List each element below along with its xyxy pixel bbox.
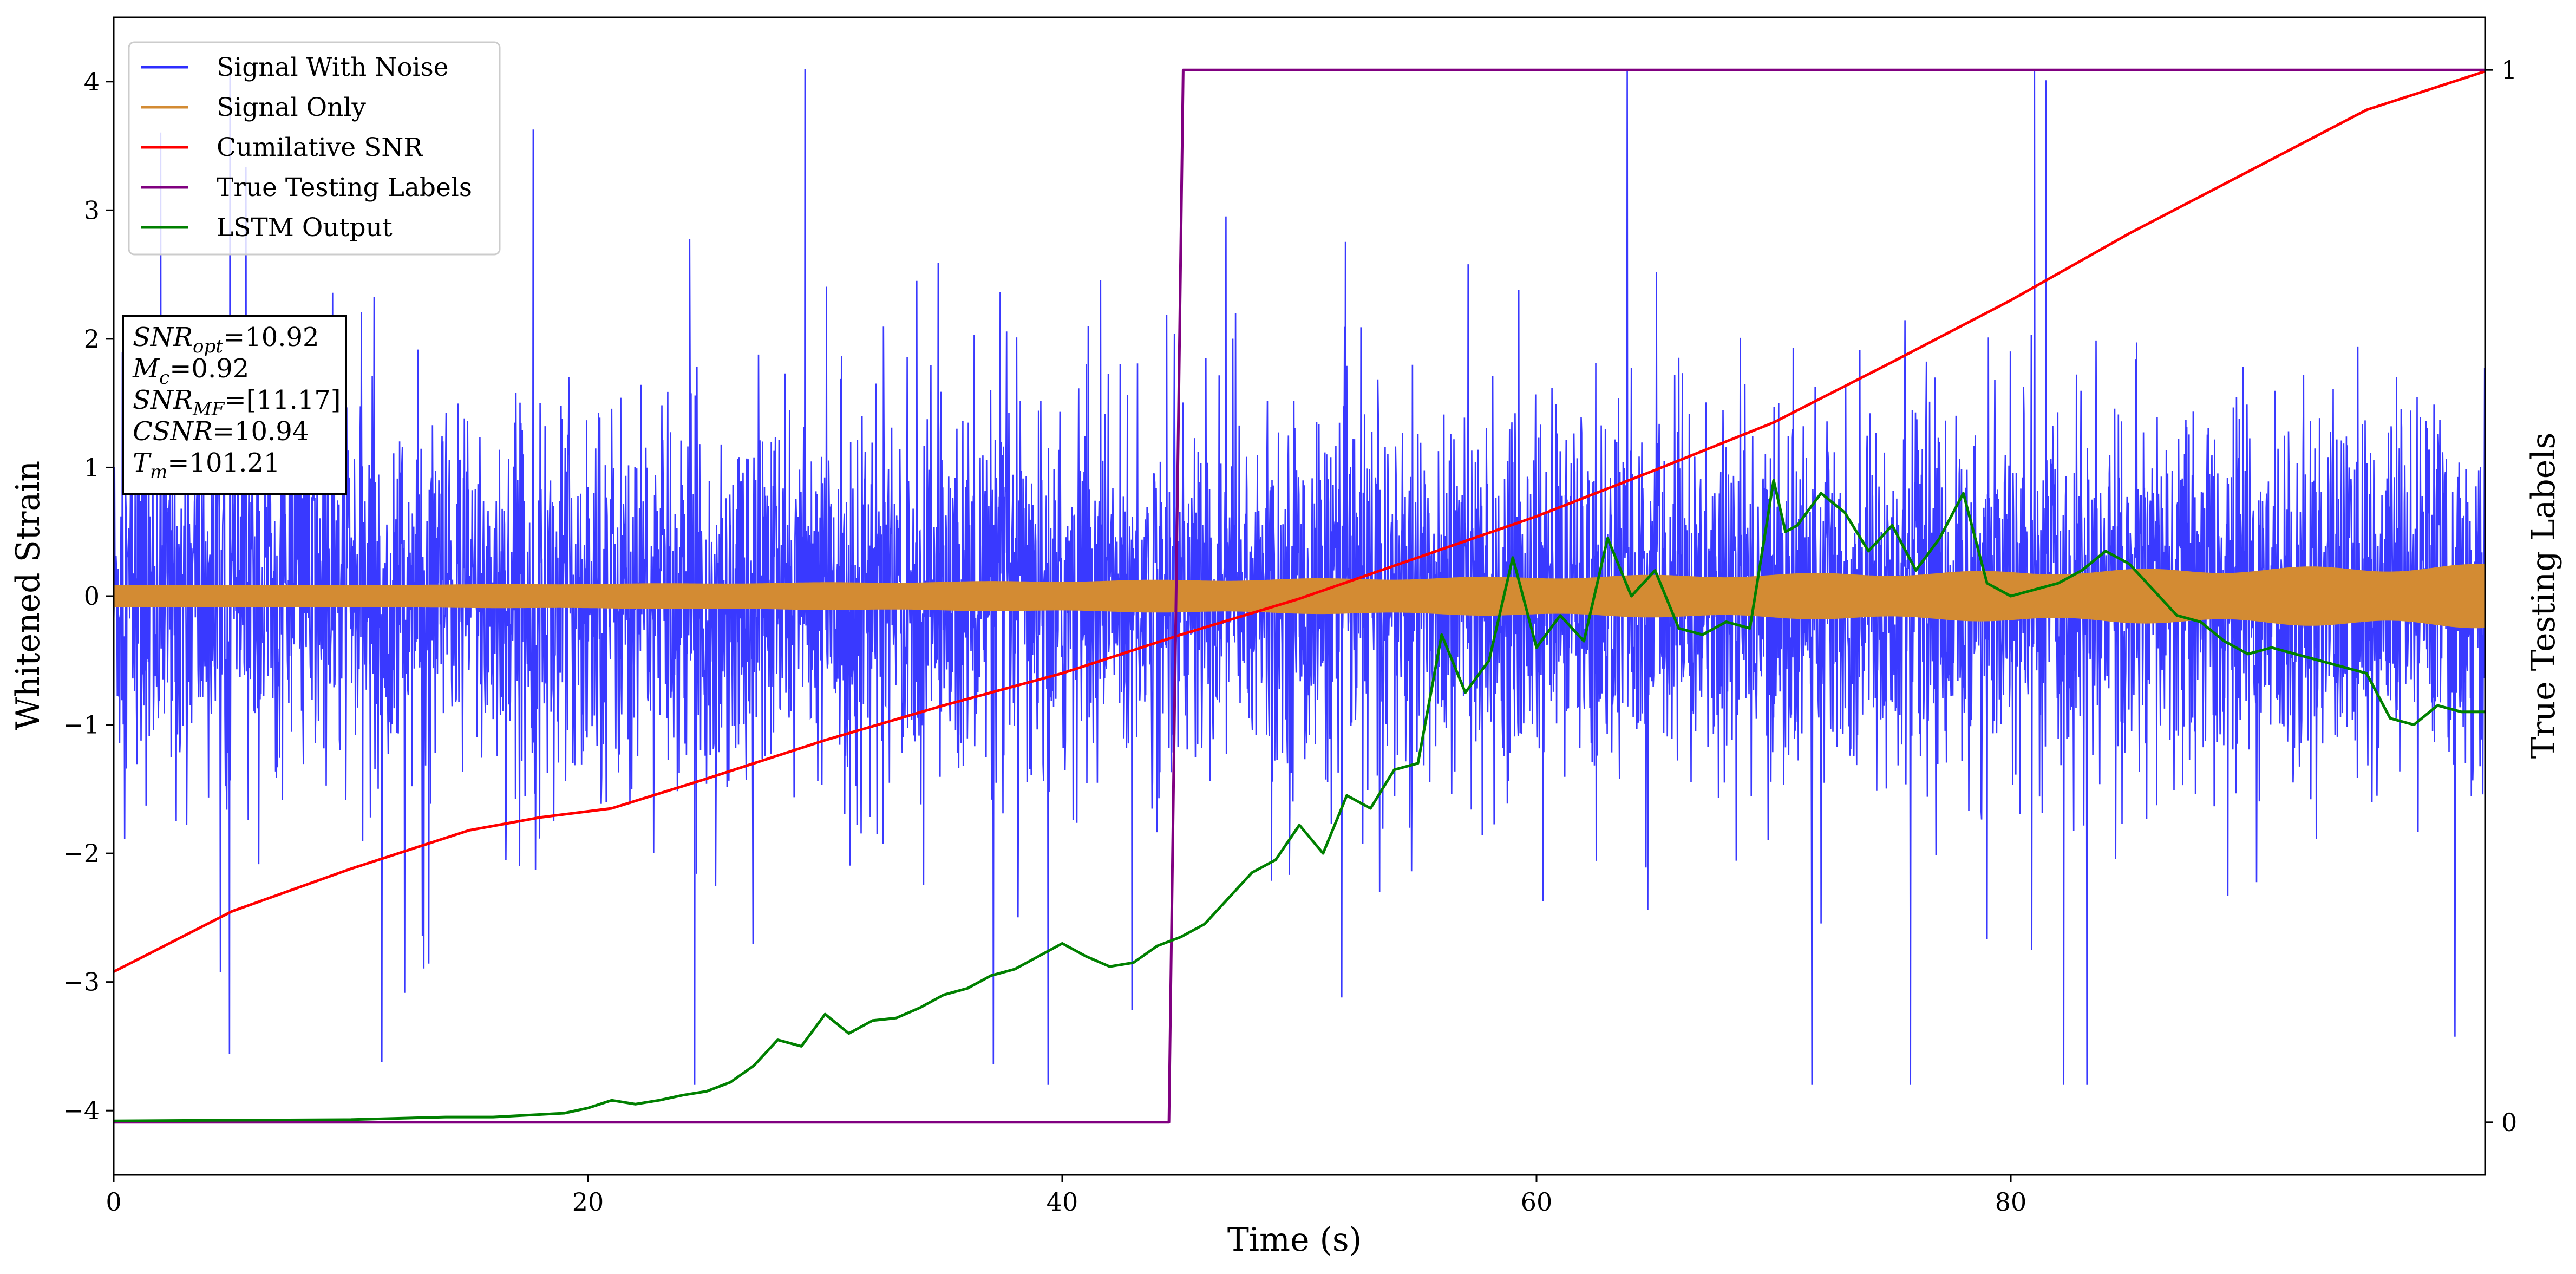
stats-annotation-box: SNRopt=10.92Mc=0.92SNRMF=[11.17]CSNR=10.… bbox=[122, 315, 347, 495]
legend-label: True Testing Labels bbox=[217, 173, 472, 202]
y2-tick-label: 0 bbox=[2501, 1108, 2517, 1137]
y2-axis-title: True Testing Labels bbox=[2525, 433, 2562, 759]
x-tick-label: 40 bbox=[1047, 1187, 1078, 1217]
y-tick-label: −4 bbox=[63, 1096, 100, 1125]
legend: Signal With Noise Signal Only Cumilative S… bbox=[128, 41, 501, 256]
legend-label: Signal With Noise bbox=[217, 53, 449, 82]
y2-tick-label: 1 bbox=[2501, 55, 2517, 84]
legend-label: LSTM Output bbox=[217, 213, 393, 243]
stats-line: SNRopt=10.92 bbox=[133, 322, 319, 357]
series-layer bbox=[114, 68, 2485, 1124]
y-tick-label: 3 bbox=[84, 195, 100, 225]
x-tick-label: 60 bbox=[1521, 1187, 1553, 1217]
legend-box bbox=[128, 41, 501, 256]
stats-line: Mc=0.92 bbox=[132, 354, 249, 389]
legend-label: Cumilative SNR bbox=[217, 133, 423, 162]
x-tick-label: 0 bbox=[106, 1187, 121, 1217]
series-lstm-output bbox=[114, 479, 2485, 1122]
y-tick-label: 2 bbox=[84, 324, 100, 354]
series-cumulative-snr bbox=[114, 70, 2485, 973]
x-axis-title: Time (s) bbox=[1227, 1221, 1362, 1259]
y-tick-label: −2 bbox=[63, 839, 100, 868]
legend-label: Signal Only bbox=[217, 93, 366, 122]
y-axis-title: Whitened Strain bbox=[9, 461, 47, 730]
y-tick-label: 0 bbox=[84, 582, 100, 611]
x-tick-label: 80 bbox=[1995, 1187, 2027, 1217]
y-tick-label: 4 bbox=[84, 67, 100, 96]
stats-box bbox=[122, 315, 347, 495]
y-tick-label: −1 bbox=[63, 710, 100, 740]
series-true-testing-labels bbox=[114, 68, 2485, 1124]
stats-line: Tm=101.21 bbox=[133, 448, 280, 483]
y-tick-label: 1 bbox=[84, 453, 100, 482]
stats-line: SNRMF=[11.17] bbox=[133, 385, 341, 420]
x-tick-label: 20 bbox=[572, 1187, 604, 1217]
stats-line: CSNR=10.94 bbox=[133, 416, 309, 447]
series-signal-only bbox=[114, 564, 2485, 629]
y-tick-label: −3 bbox=[63, 968, 100, 997]
